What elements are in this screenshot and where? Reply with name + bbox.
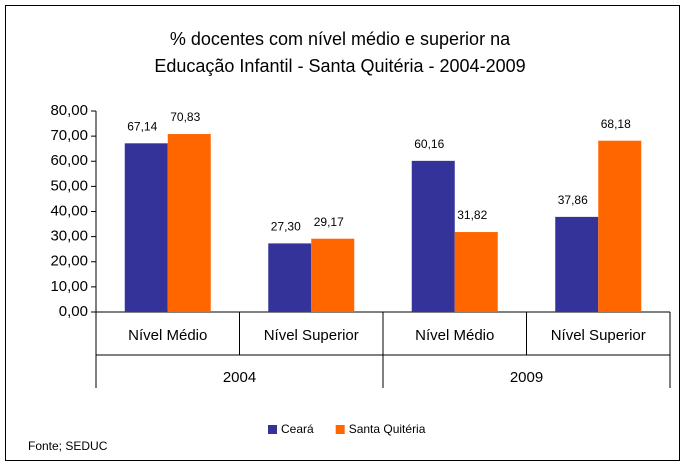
legend-swatch [268, 425, 277, 434]
y-tick-label: 10,00 [50, 278, 88, 295]
bar [268, 243, 312, 312]
bar [167, 134, 211, 312]
x-tick-label: Nível Médio [415, 327, 494, 344]
value-label: 29,17 [314, 215, 344, 229]
group-label: 2004 [223, 369, 256, 386]
y-tick-label: 40,00 [50, 202, 88, 219]
y-tick-label: 50,00 [50, 177, 88, 194]
value-label: 37,86 [558, 193, 588, 207]
value-label: 70,83 [170, 110, 200, 124]
bar [598, 140, 642, 312]
legend-swatch [335, 425, 345, 434]
y-tick-label: 30,00 [50, 228, 88, 245]
y-tick-label: 70,00 [50, 127, 88, 144]
bar [124, 143, 168, 312]
value-label: 31,82 [457, 208, 487, 222]
bar [411, 160, 455, 312]
bar [454, 232, 498, 312]
chart-title: Educação Infantil - Santa Quitéria - 200… [154, 56, 525, 76]
legend-label: Ceará [281, 422, 314, 436]
x-tick-label: Nível Médio [128, 327, 207, 344]
group-label: 2009 [510, 369, 543, 386]
bar [311, 238, 355, 312]
value-label: 68,18 [601, 117, 631, 131]
legend-label: Santa Quitéria [349, 422, 426, 436]
y-tick-label: 20,00 [50, 253, 88, 270]
source-note: Fonte; SEDUC [28, 439, 108, 453]
y-tick-label: 80,00 [50, 102, 88, 119]
chart-title: % docentes com nível médio e superior na [170, 29, 511, 49]
value-label: 67,14 [127, 119, 157, 133]
x-tick-label: Nível Superior [264, 327, 359, 344]
value-label: 27,30 [271, 220, 301, 234]
value-label: 60,16 [414, 137, 444, 151]
y-tick-label: 0,00 [59, 303, 88, 320]
y-tick-label: 60,00 [50, 152, 88, 169]
x-tick-label: Nível Superior [551, 327, 646, 344]
bar [555, 216, 599, 312]
